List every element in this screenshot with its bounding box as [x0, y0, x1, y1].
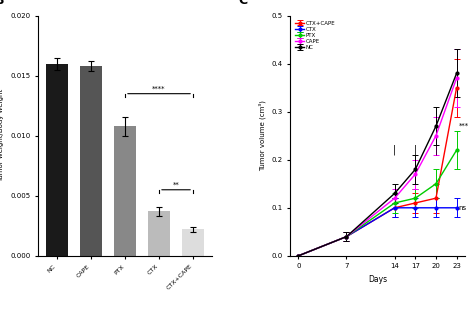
X-axis label: Days: Days [368, 275, 387, 284]
Text: ***: *** [459, 123, 469, 129]
Bar [80, 66, 102, 256]
Bar [182, 229, 204, 256]
Text: **: ** [173, 181, 180, 188]
Bar [46, 64, 68, 256]
Text: ****: **** [152, 85, 166, 91]
Text: B: B [0, 0, 4, 7]
Y-axis label: Tumor volume (cm³): Tumor volume (cm³) [258, 100, 266, 171]
Text: |: | [393, 144, 396, 155]
Y-axis label: Tumor weight/Body weight: Tumor weight/Body weight [0, 89, 4, 182]
Bar [148, 212, 170, 256]
Legend: CTX+CAPE, CTX, PTX, CAPE, NC: CTX+CAPE, CTX, PTX, CAPE, NC [293, 18, 337, 52]
Text: C: C [238, 0, 247, 7]
Text: ns: ns [459, 205, 467, 211]
Bar [114, 126, 136, 256]
Text: |: | [414, 144, 417, 155]
Text: |: | [434, 144, 438, 155]
